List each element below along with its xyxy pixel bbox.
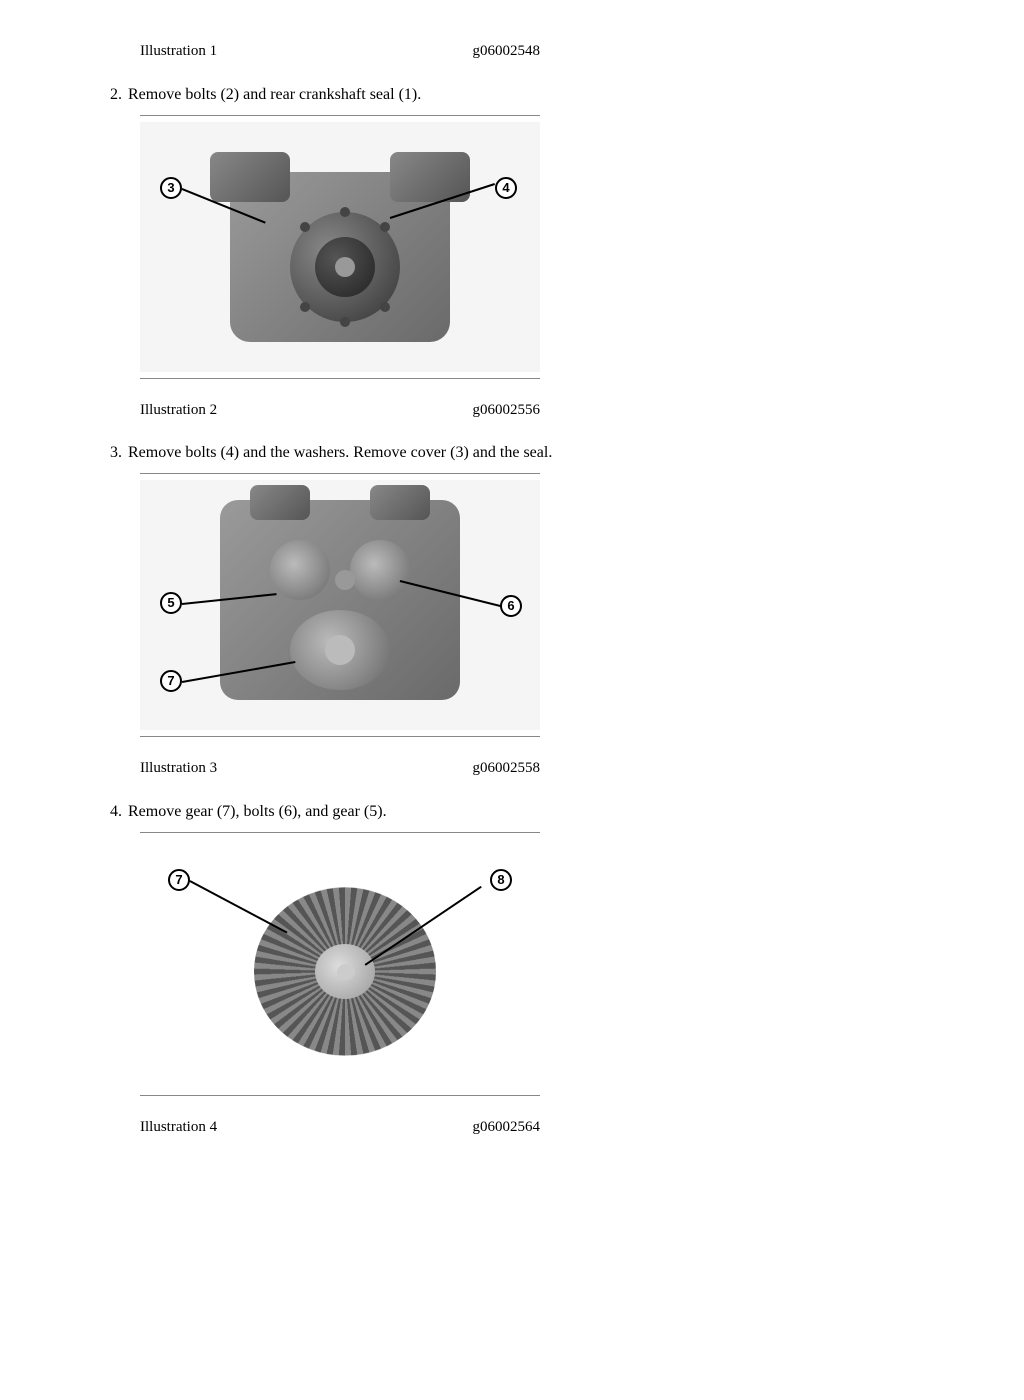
callout-3: 3 <box>160 177 182 199</box>
step-3-text: Remove bolts (4) and the washers. Remove… <box>128 441 924 465</box>
step-4-text: Remove gear (7), bolts (6), and gear (5)… <box>128 800 924 824</box>
callout-5: 5 <box>160 592 182 614</box>
figure-4-top-rule <box>140 832 540 833</box>
step-4-number: 4. <box>100 800 128 824</box>
step-2: 2. Remove bolts (2) and rear crankshaft … <box>100 83 924 107</box>
illustration-2-label: Illustration 2 <box>140 399 217 422</box>
figure-2-image: 3 4 <box>140 122 540 372</box>
figure-3-image: 5 6 7 <box>140 480 540 730</box>
illustration-1-code: g06002548 <box>473 40 541 63</box>
illustration-2-caption: Illustration 2 g06002556 <box>140 399 540 422</box>
step-4: 4. Remove gear (7), bolts (6), and gear … <box>100 800 924 824</box>
callout-7b: 7 <box>168 869 190 891</box>
figure-2-top-rule <box>140 115 540 116</box>
figure-3: 5 6 7 <box>140 473 540 737</box>
callout-7: 7 <box>160 670 182 692</box>
illustration-2-code: g06002556 <box>473 399 541 422</box>
illustration-3-label: Illustration 3 <box>140 757 217 780</box>
illustration-4-code: g06002564 <box>473 1116 541 1139</box>
figure-4: 7 8 <box>140 832 540 1096</box>
illustration-1-label: Illustration 1 <box>140 40 217 63</box>
illustration-4-label: Illustration 4 <box>140 1116 217 1139</box>
figure-2-bottom-rule <box>140 378 540 379</box>
step-2-number: 2. <box>100 83 128 107</box>
figure-2: 3 4 <box>140 115 540 379</box>
illustration-3-caption: Illustration 3 g06002558 <box>140 757 540 780</box>
callout-8: 8 <box>490 869 512 891</box>
step-2-text: Remove bolts (2) and rear crankshaft sea… <box>128 83 924 107</box>
figure-3-bottom-rule <box>140 736 540 737</box>
illustration-1-caption: Illustration 1 g06002548 <box>140 40 540 63</box>
illustration-4-caption: Illustration 4 g06002564 <box>140 1116 540 1139</box>
figure-4-bottom-rule <box>140 1095 540 1096</box>
figure-4-image: 7 8 <box>140 839 540 1089</box>
callout-6: 6 <box>500 595 522 617</box>
step-3: 3. Remove bolts (4) and the washers. Rem… <box>100 441 924 465</box>
figure-3-top-rule <box>140 473 540 474</box>
step-3-number: 3. <box>100 441 128 465</box>
callout-4: 4 <box>495 177 517 199</box>
illustration-3-code: g06002558 <box>473 757 541 780</box>
